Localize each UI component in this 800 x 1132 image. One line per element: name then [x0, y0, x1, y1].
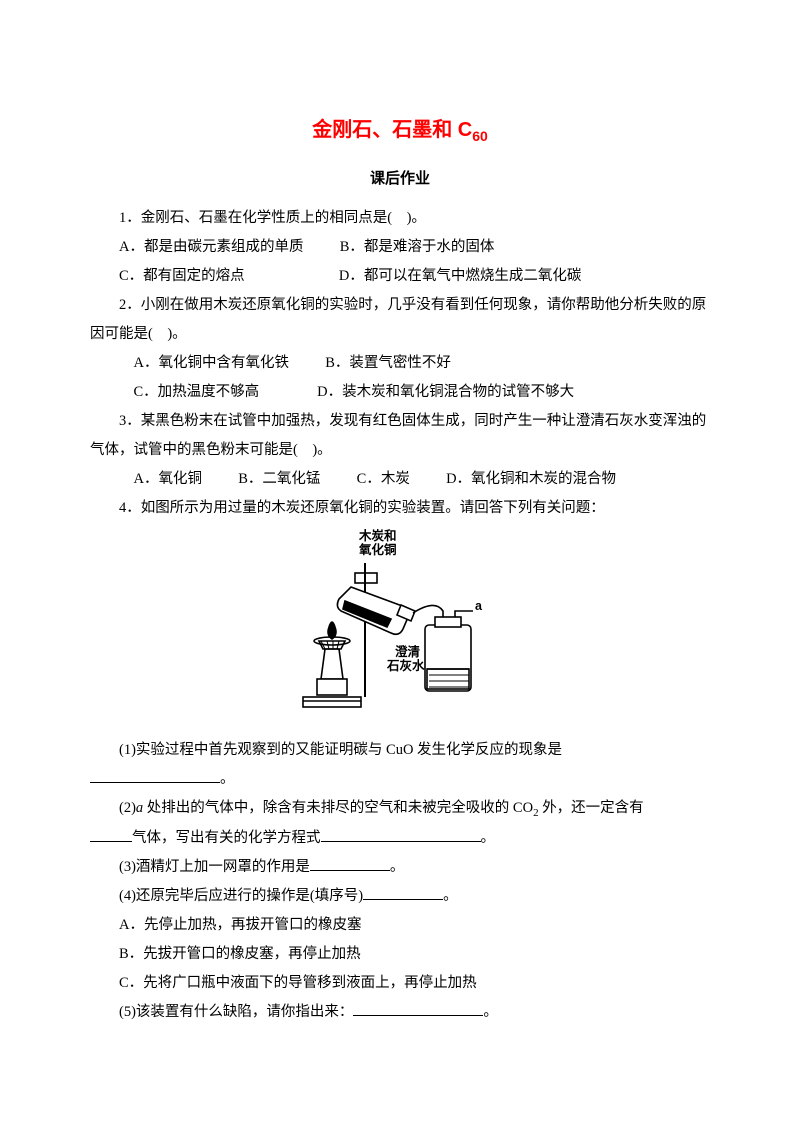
q4-stem: 4．如图所示为用过量的木炭还原氧化铜的实验装置。请回答下列有关问题： — [90, 494, 710, 523]
diagram-label-bottle2: 石灰水 — [387, 659, 425, 674]
diagram-label-a: a — [475, 599, 482, 614]
diagram-label-top2: 氧化铜 — [359, 543, 397, 558]
q4-p2-c: 外，还一定含有 — [539, 800, 644, 816]
q3-c: C．木炭 — [357, 471, 410, 487]
q4-optC: C．先将广口瓶中液面下的导管移到液面上，再停止加热 — [90, 969, 710, 998]
q4-p4: (4)还原完毕后应进行的操作是(填序号) 。 — [90, 882, 710, 911]
q4-p2-line2: 气体，写出有关的化学方程式 。 — [90, 824, 710, 853]
q4-p2: (2)a 处排出的气体中，除含有未排尽的空气和未被完全吸收的 CO2 外，还一定… — [90, 794, 710, 824]
q4-optB: B．先拔开管口的橡皮塞，再停止加热 — [90, 940, 710, 969]
q1-row1: A．都是由碳元素组成的单质 B．都是难溶于水的固体 — [90, 233, 710, 262]
q4-p5: (5)该装置有什么缺陷，请你指出来： 。 — [90, 998, 710, 1027]
blank — [353, 1000, 483, 1016]
blank — [90, 826, 132, 842]
page: 金刚石、石墨和 C60 课后作业 1．金刚石、石墨在化学性质上的相同点是( )。… — [0, 0, 800, 1067]
q4-p2-a: (2) — [119, 800, 136, 816]
q4-p4-b: 。 — [443, 888, 458, 904]
page-title: 金刚石、石墨和 C60 — [90, 110, 710, 150]
q2-d: D．装木炭和氧化铜混合物的试管不够大 — [317, 384, 574, 400]
title-main: 金刚石、石墨和 C — [312, 119, 472, 141]
q1-d: D．都可以在氧气中燃烧生成二氧化碳 — [339, 268, 581, 284]
blank — [90, 768, 220, 784]
subtitle: 课后作业 — [90, 164, 710, 194]
blank — [321, 826, 481, 842]
experiment-diagram: 木炭和 氧化铜 a 澄清 石灰水 — [295, 529, 505, 719]
q1-row2: C．都有固定的熔点 D．都可以在氧气中燃烧生成二氧化碳 — [90, 262, 710, 291]
q2-row2: C．加热温度不够高 D．装木炭和氧化铜混合物的试管不够大 — [90, 378, 710, 407]
q4-p3: (3)酒精灯上加一网罩的作用是 。 — [90, 853, 710, 882]
q2-b: B．装置气密性不好 — [325, 355, 451, 371]
q2-c: C．加热温度不够高 — [134, 384, 260, 400]
q4-p1-blank-row: 。 — [90, 765, 710, 794]
q3-b: B．二氧化锰 — [238, 471, 320, 487]
diagram-wrap: 木炭和 氧化铜 a 澄清 石灰水 — [90, 529, 710, 730]
blank — [363, 884, 443, 900]
q3-d: D．氧化铜和木炭的混合物 — [446, 471, 616, 487]
q3-a: A．氧化铜 — [134, 471, 202, 487]
diagram-label-top1: 木炭和 — [359, 529, 397, 544]
q4-p5-b: 。 — [483, 1004, 498, 1020]
q1-a: A．都是由碳元素组成的单质 — [119, 239, 303, 255]
q2-row1: A．氧化铜中含有氧化铁 B．装置气密性不好 — [90, 349, 710, 378]
q3-stem: 3．某黑色粉末在试管中加强热，发现有红色固体生成，同时产生一种让澄清石灰水变浑浊… — [90, 407, 710, 465]
q4-p4-a: (4)还原完毕后应进行的操作是(填序号) — [119, 888, 363, 904]
q2-a: A．氧化铜中含有氧化铁 — [134, 355, 289, 371]
blank — [310, 855, 390, 871]
q4-p3-a: (3)酒精灯上加一网罩的作用是 — [119, 859, 310, 875]
q4-optA: A．先停止加热，再拔开管口的橡皮塞 — [90, 911, 710, 940]
q1-stem: 1．金刚石、石墨在化学性质上的相同点是( )。 — [90, 204, 710, 233]
diagram-svg — [295, 529, 505, 719]
q4-p3-b: 。 — [390, 859, 405, 875]
q4-p5-a: (5)该装置有什么缺陷，请你指出来： — [119, 1004, 353, 1020]
title-sub: 60 — [472, 128, 488, 144]
q4-p2-d: 气体，写出有关的化学方程式 — [132, 830, 321, 846]
q1-b: B．都是难溶于水的固体 — [340, 239, 495, 255]
q4-p2-e: 。 — [481, 830, 496, 846]
q4-p1-text: (1)实验过程中首先观察到的又能证明碳与 CuO 发生化学反应的现象是 — [119, 742, 562, 758]
q1-c: C．都有固定的熔点 — [119, 268, 245, 284]
diagram-label-bottle1: 澄清 — [395, 645, 420, 660]
q4-p1-tail: 。 — [220, 771, 235, 787]
q3-row: A．氧化铜 B．二氧化锰 C．木炭 D．氧化铜和木炭的混合物 — [90, 465, 710, 494]
q2-stem: 2．小刚在做用木炭还原氧化铜的实验时，几乎没有看到任何现象，请你帮助他分析失败的… — [90, 291, 710, 349]
q4-p2-b: 处排出的气体中，除含有未排尽的空气和未被完全吸收的 CO — [143, 800, 533, 816]
q4-p1: (1)实验过程中首先观察到的又能证明碳与 CuO 发生化学反应的现象是 — [90, 736, 710, 765]
